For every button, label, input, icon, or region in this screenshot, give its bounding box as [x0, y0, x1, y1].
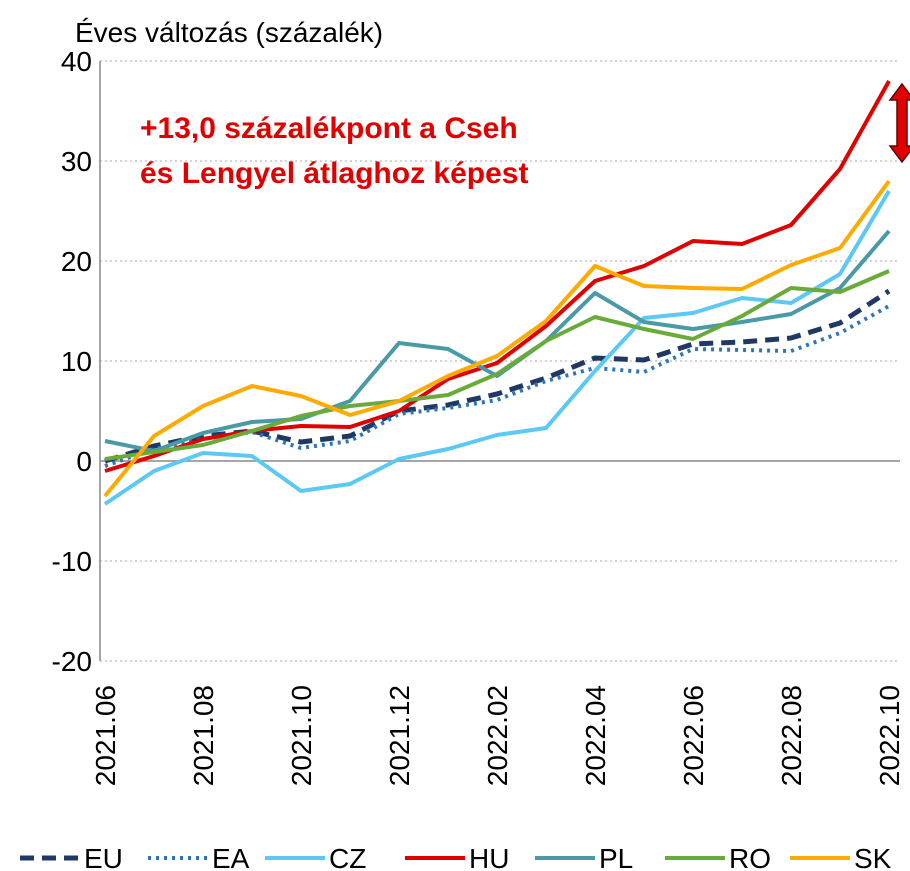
chart-title: Éves változás (százalék) — [75, 17, 383, 48]
line-series — [103, 189, 891, 506]
line-series — [104, 304, 890, 468]
annotation: és Lengyel átlaghoz képest — [140, 157, 528, 190]
legend-label: HU — [469, 843, 509, 871]
y-tick-label: 20 — [61, 246, 92, 277]
x-tick-label: 2021.12 — [384, 685, 415, 786]
y-tick-label: 40 — [61, 46, 92, 77]
x-tick-label: 2022.06 — [678, 685, 709, 786]
legend-label: SK — [854, 843, 892, 871]
x-tick-label: 2021.08 — [188, 685, 219, 786]
line-series — [104, 269, 890, 461]
x-tick-label: 2021.06 — [90, 685, 121, 786]
double-arrow — [888, 82, 910, 164]
x-tick-label: 2022.08 — [776, 685, 807, 786]
legend-label: EU — [84, 843, 123, 871]
legend-label: CZ — [329, 843, 366, 871]
legend-label: EA — [212, 843, 250, 871]
y-tick-label: -20 — [52, 646, 92, 677]
annotation: +13,0 százalékpont a Cseh — [140, 112, 518, 145]
y-tick-label: 30 — [61, 146, 92, 177]
legend-label: PL — [599, 843, 633, 871]
line-series — [103, 179, 891, 498]
legend-label: RO — [729, 843, 771, 871]
y-tick-label: -10 — [52, 546, 92, 577]
x-tick-label: 2022.10 — [874, 685, 905, 786]
x-tick-label: 2021.10 — [286, 685, 317, 786]
y-tick-label: 0 — [76, 446, 92, 477]
y-tick-label: 10 — [61, 346, 92, 377]
x-tick-label: 2022.02 — [482, 685, 513, 786]
x-tick-label: 2022.04 — [580, 685, 611, 786]
